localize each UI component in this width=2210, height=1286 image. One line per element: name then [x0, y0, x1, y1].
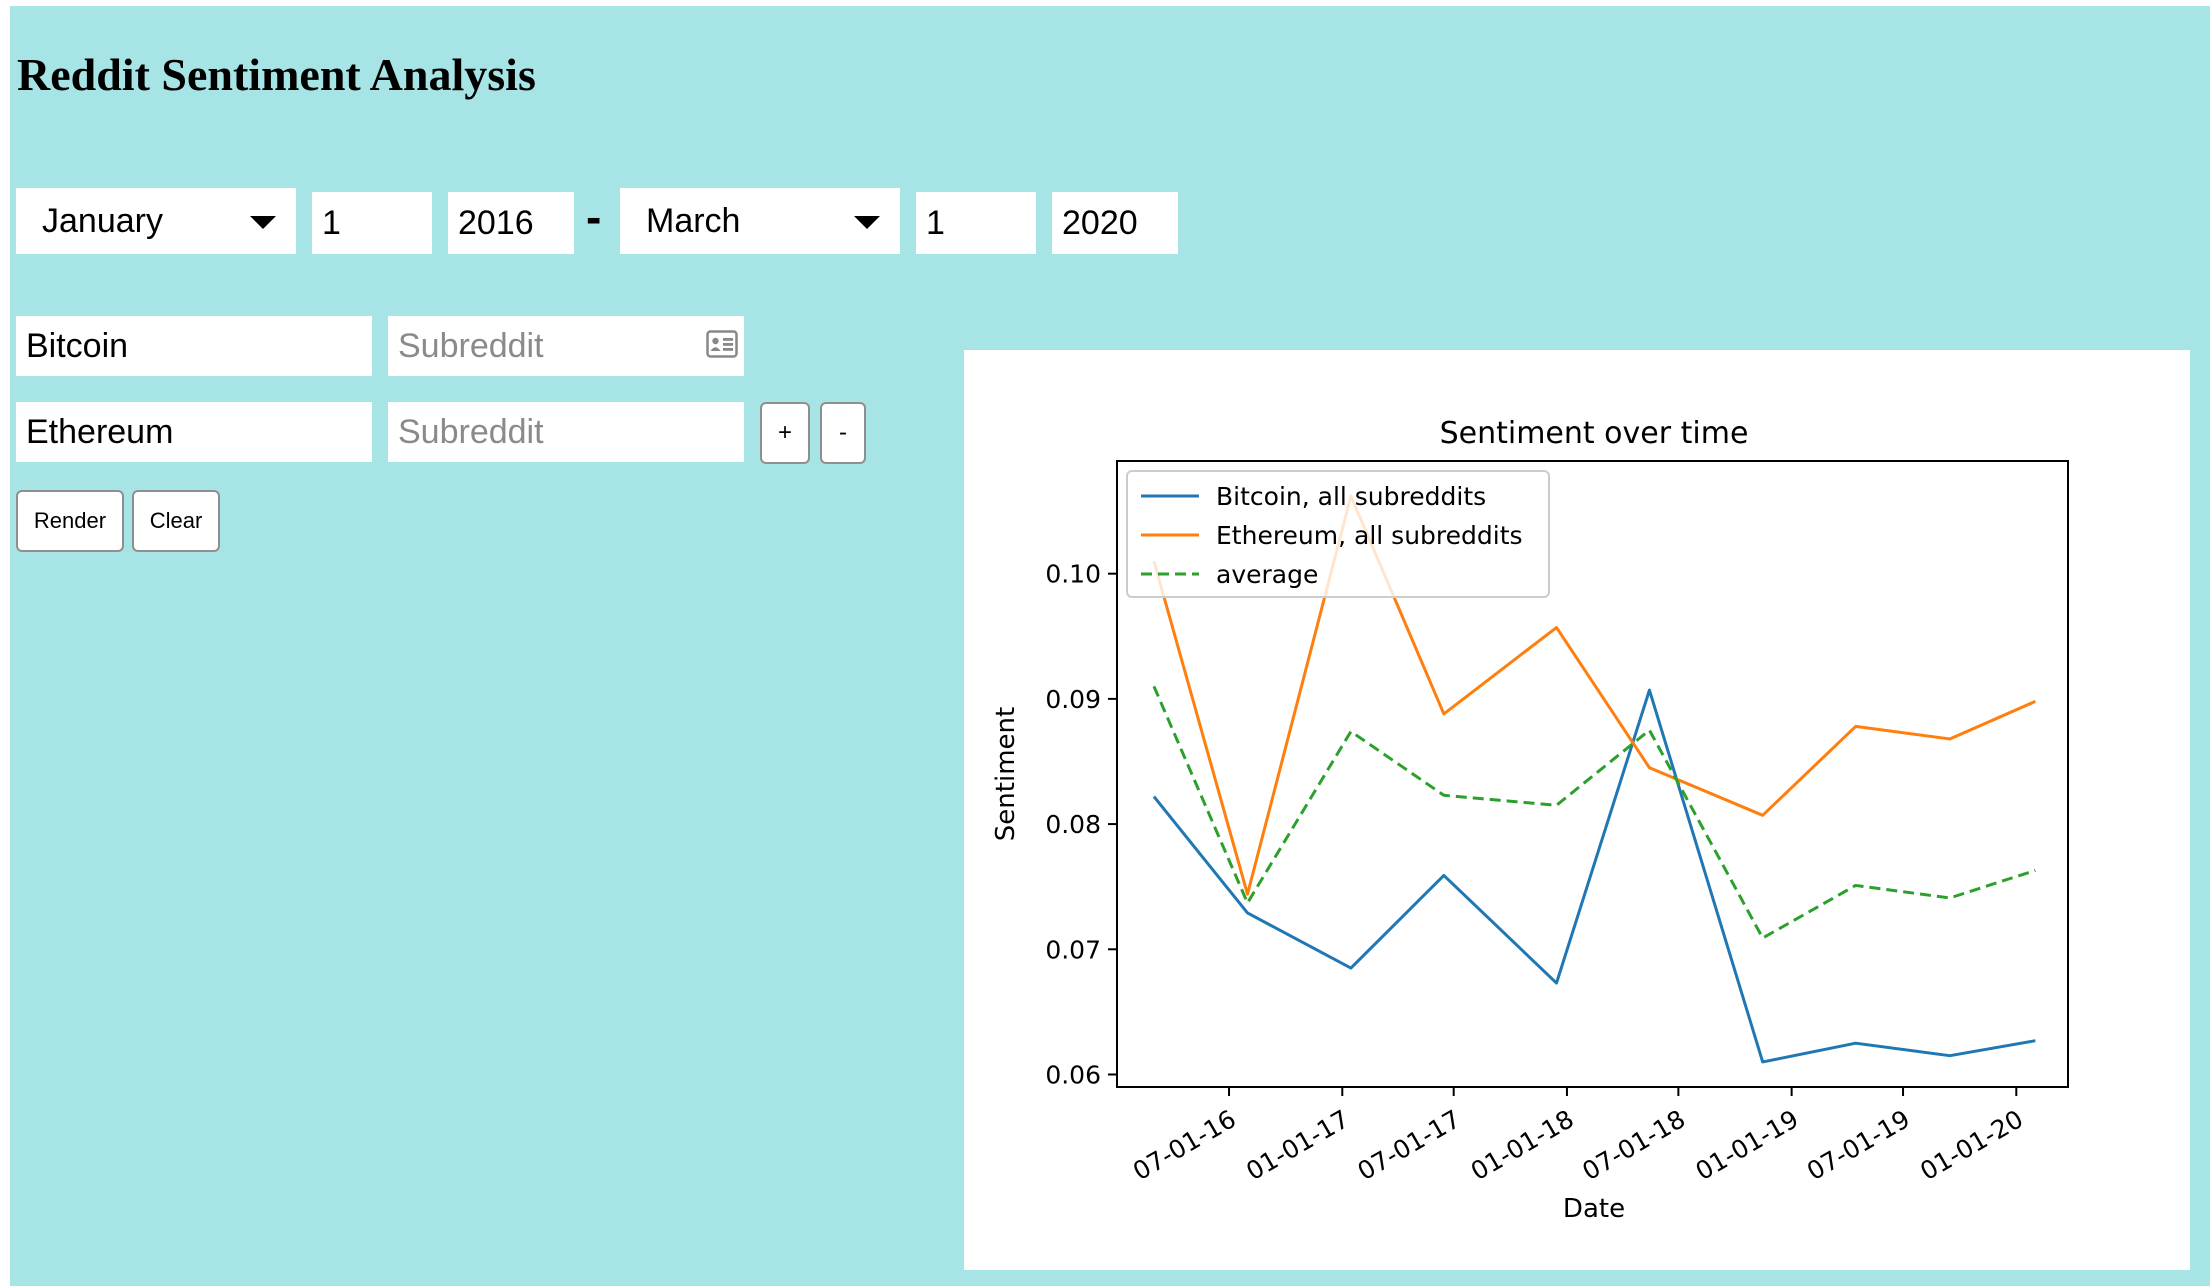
series-layer	[1152, 494, 2036, 1064]
series-line-0	[1152, 688, 2036, 1064]
caret-down-icon	[854, 216, 880, 229]
search-term-value-2: Ethereum	[26, 412, 174, 451]
subreddit-input-1[interactable]: Subreddit	[388, 316, 744, 376]
search-term-input-2[interactable]: Ethereum	[16, 402, 372, 462]
end-month-value: March	[646, 201, 741, 240]
end-year-input[interactable]: 2020	[1052, 192, 1178, 254]
end-month-select[interactable]: March	[620, 188, 900, 254]
chart-legend: Bitcoin, all subreddits Ethereum, all sub…	[1126, 470, 1550, 598]
x-tick-label: 01-01-19	[1691, 1104, 1804, 1186]
date-range-separator: -	[586, 191, 602, 243]
end-year-value: 2020	[1062, 203, 1138, 242]
remove-query-button[interactable]: -	[820, 402, 866, 464]
series-line-2	[1152, 685, 2036, 940]
x-tick-label: 07-01-18	[1577, 1104, 1690, 1186]
end-day-value: 1	[926, 203, 945, 242]
subreddit-placeholder-2: Subreddit	[398, 412, 544, 451]
chart-title: Sentiment over time	[1440, 416, 1749, 451]
x-tick-label: 07-01-17	[1353, 1104, 1466, 1186]
legend-label-2: average	[1216, 560, 1318, 589]
search-term-value-1: Bitcoin	[26, 326, 129, 365]
chart-panel: Sentiment over time 0.06 0.07 0.08 0.09 0.10…	[964, 350, 2190, 1270]
add-query-button[interactable]: +	[760, 402, 810, 464]
series-line-1	[1152, 494, 2036, 896]
y-tick-label: 0.10	[1045, 560, 1101, 589]
start-day-input[interactable]: 1	[312, 192, 432, 254]
legend-box	[1126, 470, 1550, 598]
start-year-value: 2016	[458, 203, 534, 242]
legend-label-0: Bitcoin, all subreddits	[1216, 482, 1486, 511]
y-axis-label: Sentiment	[991, 707, 1021, 841]
x-tick-label: 01-01-18	[1466, 1104, 1579, 1186]
subreddit-input-2[interactable]: Subreddit	[388, 402, 744, 462]
contact-card-icon[interactable]	[706, 330, 738, 358]
subreddit-placeholder-1: Subreddit	[398, 326, 544, 365]
search-term-input-1[interactable]: Bitcoin	[16, 316, 372, 376]
render-button[interactable]: Render	[16, 490, 124, 552]
legend-label-1: Ethereum, all subreddits	[1216, 521, 1523, 550]
x-tick-label: 07-01-16	[1128, 1104, 1241, 1186]
clear-button[interactable]: Clear	[132, 490, 220, 552]
start-year-input[interactable]: 2016	[448, 192, 574, 254]
start-month-value: January	[42, 201, 163, 240]
y-tick-label: 0.08	[1045, 810, 1101, 839]
page-title: Reddit Sentiment Analysis	[17, 49, 536, 100]
caret-down-icon	[250, 216, 276, 229]
y-tick-label: 0.06	[1045, 1060, 1101, 1089]
sentiment-chart: Sentiment over time 0.06 0.07 0.08 0.09 0.10…	[991, 416, 2069, 1224]
y-axis: 0.06 0.07 0.08 0.09 0.10	[1045, 560, 1117, 1089]
y-tick-label: 0.07	[1045, 935, 1101, 964]
x-axis-label: Date	[1563, 1194, 1625, 1224]
x-tick-label: 01-01-17	[1241, 1104, 1354, 1186]
x-tick-label: 07-01-19	[1802, 1104, 1915, 1186]
x-tick-label: 01-01-20	[1915, 1104, 2028, 1186]
start-month-select[interactable]: January	[16, 188, 296, 254]
end-day-input[interactable]: 1	[916, 192, 1036, 254]
plot-frame	[1116, 460, 2069, 1088]
y-tick-label: 0.09	[1045, 685, 1101, 714]
start-day-value: 1	[322, 203, 341, 242]
